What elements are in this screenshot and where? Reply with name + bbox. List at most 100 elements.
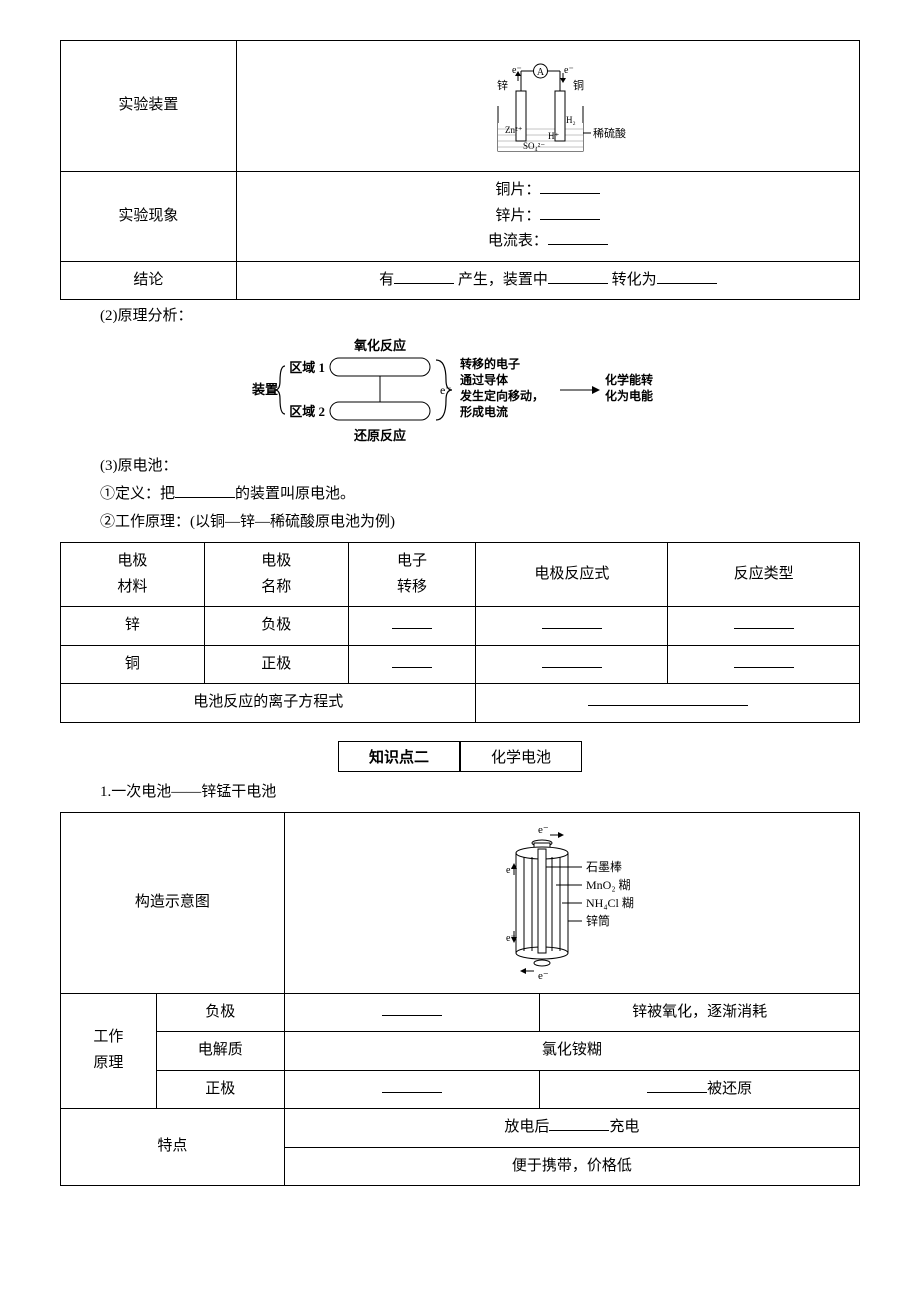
- cell: 放电后 充电: [284, 1109, 859, 1148]
- conclusion-cell: 有 产生，装置中 转化为: [236, 261, 859, 300]
- diagram-cell: A e⁻ e⁻ 锌 铜 Zn²⁺ H₂ H⁺ SO₄²⁻ 稀硫酸: [236, 41, 859, 172]
- definition-line: ①定义：把 的装置叫原电池。: [100, 482, 860, 506]
- cell: 负极: [204, 607, 348, 646]
- svg-text:铜: 铜: [573, 78, 584, 92]
- cell: [476, 607, 668, 646]
- col-header: 反应类型: [668, 543, 860, 607]
- blank: [549, 1115, 609, 1131]
- blank: [175, 482, 235, 498]
- svg-text:e⁻: e⁻: [538, 824, 549, 836]
- text: 转化为: [612, 272, 657, 288]
- blank: [734, 613, 794, 629]
- row-label: 结论: [61, 261, 237, 300]
- cell: [668, 645, 860, 684]
- text: 充电: [609, 1119, 639, 1135]
- text: 有: [379, 272, 394, 288]
- cell: 负极: [156, 993, 284, 1032]
- phenomena-cell: 铜片： 锌片： 电流表：: [236, 172, 859, 262]
- dry-cell-table: 构造示意图: [60, 812, 860, 1187]
- cell: [476, 684, 860, 723]
- col-header: 电极 材料: [61, 543, 205, 607]
- blank: [540, 178, 600, 194]
- svg-text:氧化反应: 氧化反应: [353, 338, 406, 353]
- cell: 电解质: [156, 1032, 284, 1071]
- experiment-table: 实验装置: [60, 40, 860, 300]
- principle-diagram: 氧化反应 还原反应 区域 1 区域 2 装置 e⁻ 转移的电子 通过导体 发生定…: [60, 332, 860, 450]
- text: 锌片：: [495, 208, 540, 224]
- blank: [647, 1077, 707, 1093]
- blank: [392, 652, 432, 668]
- svg-text:e⁻: e⁻: [538, 970, 549, 982]
- text: 铜片：: [495, 182, 540, 198]
- subheading: 1.一次电池——锌锰干电池: [100, 780, 860, 804]
- blank: [588, 690, 748, 706]
- col-header: 电子 转移: [348, 543, 476, 607]
- cell: 锌被氧化，逐渐消耗: [540, 993, 860, 1032]
- diagram-cell: e⁻ e⁻ 石墨棒 MnO₂ 糊 NH₄Cl 糊 锌筒: [284, 812, 859, 993]
- svg-text:区域 1: 区域 1: [289, 360, 325, 375]
- blank: [382, 1077, 442, 1093]
- blank: [542, 613, 602, 629]
- svg-text:转移的电子: 转移的电子: [460, 356, 520, 371]
- svg-text:装置: 装置: [251, 382, 278, 397]
- blank: [542, 652, 602, 668]
- svg-text:形成电流: 形成电流: [460, 404, 508, 419]
- col-header: 电极反应式: [476, 543, 668, 607]
- row-label: 实验现象: [61, 172, 237, 262]
- svg-text:NH₄Cl 糊: NH₄Cl 糊: [586, 895, 634, 910]
- svg-text:通过导体: 通过导体: [460, 372, 509, 387]
- svg-text:稀硫酸: 稀硫酸: [593, 126, 626, 140]
- row-label: 特点: [61, 1109, 285, 1186]
- text: 被还原: [707, 1081, 752, 1097]
- section-label: (2)原理分析：: [100, 304, 860, 328]
- blank: [394, 268, 454, 284]
- svg-text:锌筒: 锌筒: [586, 913, 610, 928]
- text: ①定义：把: [100, 486, 175, 502]
- svg-text:化学能转: 化学能转: [605, 372, 653, 387]
- text: 产生，装置中: [458, 272, 548, 288]
- electrode-table: 电极 材料 电极 名称 电子 转移 电极反应式 反应类型 锌 负极 铜 正极 电…: [60, 542, 860, 723]
- text: 放电后: [504, 1119, 549, 1135]
- blank: [548, 268, 608, 284]
- svg-text:MnO₂ 糊: MnO₂ 糊: [586, 877, 631, 892]
- svg-text:发生定向移动，: 发生定向移动，: [459, 388, 544, 403]
- cell: 便于携带，价格低: [284, 1147, 859, 1186]
- cell: [284, 993, 540, 1032]
- col-header: 电极 名称: [204, 543, 348, 607]
- svg-text:e⁻: e⁻: [564, 65, 574, 76]
- svg-text:A: A: [537, 67, 545, 78]
- svg-text:化为电能: 化为电能: [605, 388, 653, 403]
- svg-text:H⁺: H⁺: [548, 131, 559, 141]
- svg-text:区域 2: 区域 2: [289, 404, 325, 419]
- cell: [284, 1070, 540, 1109]
- cell: 锌: [61, 607, 205, 646]
- blank: [540, 204, 600, 220]
- cell: 铜: [61, 645, 205, 684]
- svg-text:锌: 锌: [497, 78, 508, 92]
- box-left: 知识点二: [338, 741, 460, 772]
- svg-text:SO₄²⁻: SO₄²⁻: [523, 141, 545, 151]
- text: ②工作原理：(以铜—锌—稀硫酸原电池为例): [100, 510, 860, 534]
- cell: [476, 645, 668, 684]
- box-right: 化学电池: [460, 741, 582, 772]
- apparatus-diagram: A e⁻ e⁻ 锌 铜 Zn²⁺ H₂ H⁺ SO₄²⁻ 稀硫酸: [247, 47, 849, 165]
- svg-text:还原反应: 还原反应: [353, 428, 406, 443]
- blank: [382, 1000, 442, 1016]
- blank: [392, 613, 432, 629]
- cell: 电池反应的离子方程式: [61, 684, 476, 723]
- cell: 被还原: [540, 1070, 860, 1109]
- section-label: (3)原电池：: [100, 454, 860, 478]
- svg-text:石墨棒: 石墨棒: [586, 860, 622, 874]
- svg-text:H₂: H₂: [566, 115, 576, 125]
- blank: [734, 652, 794, 668]
- text: 电流表：: [488, 233, 548, 249]
- cell: [348, 607, 476, 646]
- knowledge-box: 知识点二 化学电池: [60, 741, 860, 772]
- row-label: 实验装置: [61, 41, 237, 172]
- cell: 氯化铵糊: [284, 1032, 859, 1071]
- cell: 正极: [204, 645, 348, 684]
- row-label: 构造示意图: [61, 812, 285, 993]
- text: 的装置叫原电池。: [235, 486, 355, 502]
- cell: [348, 645, 476, 684]
- row-label: 工作 原理: [61, 993, 157, 1109]
